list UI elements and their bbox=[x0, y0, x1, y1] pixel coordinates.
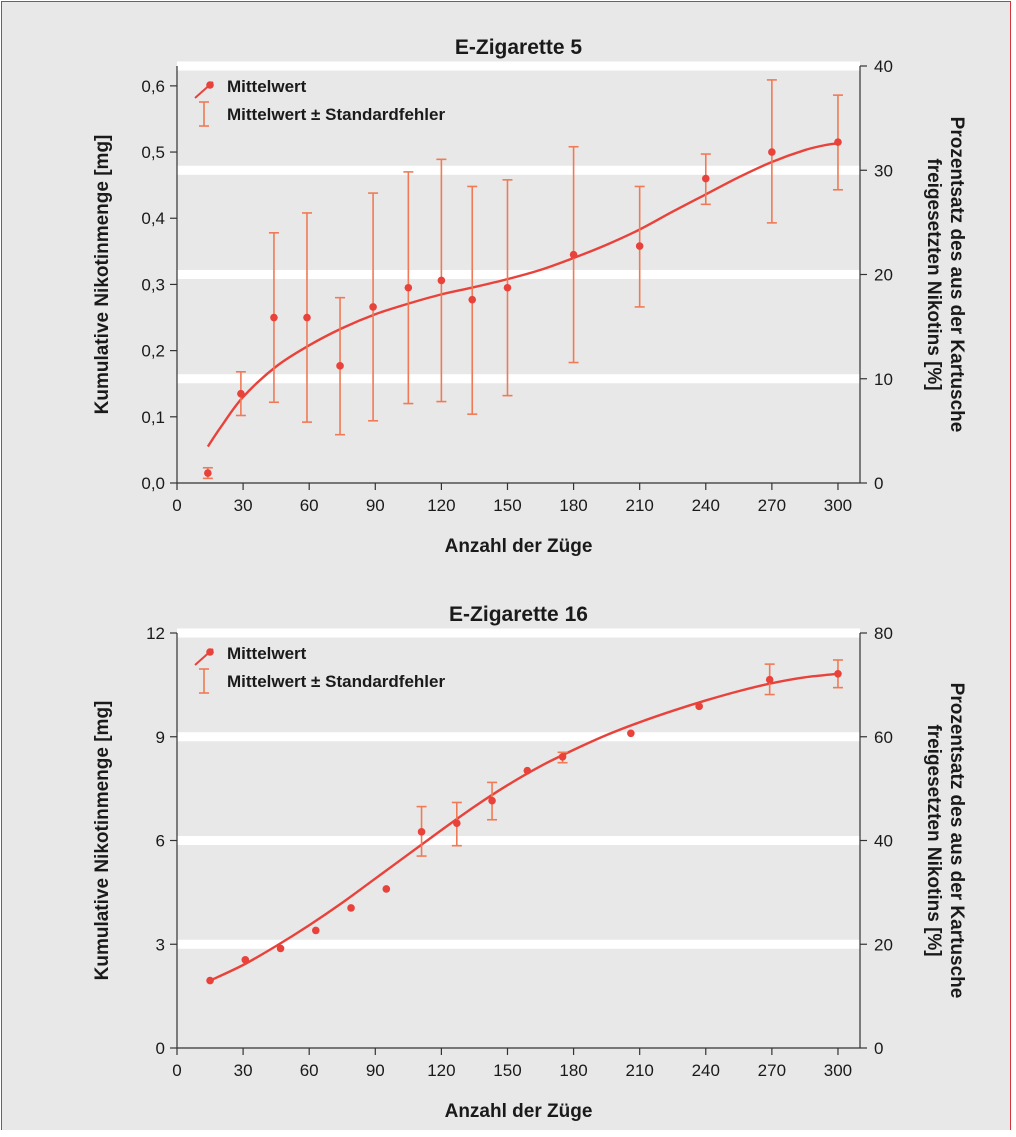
data-point bbox=[523, 766, 532, 775]
x-tick-label: 90 bbox=[366, 1061, 385, 1080]
legend-point-swatch bbox=[206, 648, 214, 656]
data-point bbox=[312, 926, 320, 935]
data-point bbox=[382, 885, 391, 893]
data-point bbox=[834, 670, 842, 678]
y-right-axis-label: Prozentsatz des aus der Kartuschefreiges… bbox=[923, 683, 967, 999]
data-point bbox=[270, 313, 278, 322]
y-right-tick-label: 40 bbox=[874, 832, 893, 851]
x-tick-label: 300 bbox=[824, 496, 852, 515]
page-bottom-margin bbox=[0, 1130, 1016, 1137]
x-tick-label: 150 bbox=[493, 496, 521, 515]
y-tick-label: 3 bbox=[156, 935, 165, 954]
y-right-tick-label: 60 bbox=[874, 728, 893, 747]
y-right-tick-label: 0 bbox=[874, 474, 883, 493]
x-tick-label: 210 bbox=[625, 496, 653, 515]
data-point bbox=[635, 242, 644, 250]
x-tick-label: 240 bbox=[692, 1061, 720, 1080]
chart-title: E-Zigarette 16 bbox=[449, 603, 588, 626]
data-point bbox=[558, 753, 567, 761]
x-tick-label: 30 bbox=[234, 1061, 253, 1080]
x-tick-label: 0 bbox=[172, 1061, 181, 1080]
x-tick-label: 120 bbox=[427, 1061, 455, 1080]
y-axis-label: Kumulative Nikotinmenge [mg] bbox=[92, 135, 113, 415]
data-point bbox=[241, 956, 250, 964]
x-tick-label: 180 bbox=[559, 1061, 587, 1080]
data-point bbox=[765, 675, 774, 684]
y-right-tick-label: 40 bbox=[874, 57, 893, 76]
y-tick-label: 0,6 bbox=[141, 77, 165, 96]
x-tick-label: 300 bbox=[824, 1061, 852, 1080]
data-point bbox=[834, 138, 842, 146]
y-right-tick-label: 30 bbox=[874, 161, 893, 180]
y-right-axis-label: Prozentsatz des aus der Kartuschefreiges… bbox=[923, 117, 967, 433]
y-tick-label: 0,4 bbox=[141, 209, 165, 228]
data-point bbox=[627, 729, 635, 738]
chart-2: 0 30 60 90 120 150 180 210 240 270 300036912020406… bbox=[92, 603, 967, 1122]
y-right-tick-label: 0 bbox=[874, 1039, 883, 1058]
y-tick-label: 6 bbox=[156, 832, 165, 851]
x-tick-label: 30 bbox=[234, 496, 253, 515]
y-right-tick-label: 20 bbox=[874, 935, 893, 954]
data-point bbox=[695, 702, 703, 711]
y-tick-label: 9 bbox=[156, 728, 165, 747]
y-tick-label: 12 bbox=[146, 624, 165, 643]
data-point bbox=[206, 976, 214, 985]
data-point bbox=[347, 904, 355, 912]
y-right-tick-label: 10 bbox=[874, 370, 893, 389]
data-point bbox=[417, 828, 426, 836]
data-point bbox=[336, 362, 344, 370]
x-tick-label: 180 bbox=[559, 496, 587, 515]
y-tick-label: 0,5 bbox=[141, 143, 165, 162]
legend-label-mean: Mittelwert bbox=[227, 644, 307, 663]
x-tick-label: 90 bbox=[366, 496, 385, 515]
y-right-tick-label: 20 bbox=[874, 266, 893, 285]
data-point bbox=[237, 389, 245, 398]
y-axis-label: Kumulative Nikotinmenge [mg] bbox=[92, 701, 113, 981]
data-point bbox=[276, 944, 285, 953]
data-point bbox=[404, 283, 413, 292]
legend-label-mean: Mittelwert bbox=[227, 77, 307, 96]
x-tick-label: 60 bbox=[300, 496, 319, 515]
data-point bbox=[204, 469, 212, 477]
fit-curve bbox=[206, 142, 839, 448]
y-right-tick-label: 80 bbox=[874, 624, 893, 643]
x-tick-label: 0 bbox=[172, 496, 181, 515]
y-tick-label: 0,1 bbox=[141, 408, 165, 427]
x-tick-label: 270 bbox=[758, 1061, 786, 1080]
legend-label-stderr: Mittelwert ± Standardfehler bbox=[227, 105, 445, 124]
x-tick-label: 150 bbox=[493, 1061, 521, 1080]
chart-title: E-Zigarette 5 bbox=[455, 36, 583, 59]
x-tick-label: 270 bbox=[758, 496, 786, 515]
data-point bbox=[369, 303, 377, 311]
data-point bbox=[437, 276, 446, 285]
data-point bbox=[488, 796, 496, 805]
y-tick-label: 0,3 bbox=[141, 275, 165, 294]
legend-label-stderr: Mittelwert ± Standardfehler bbox=[227, 672, 445, 691]
y-tick-label: 0,2 bbox=[141, 342, 165, 361]
data-point bbox=[768, 148, 776, 156]
x-tick-label: 210 bbox=[625, 1061, 653, 1080]
data-point bbox=[453, 819, 461, 828]
y-tick-label: 0,0 bbox=[141, 474, 165, 493]
data-point bbox=[303, 313, 311, 322]
x-axis-label: Anzahl der Züge bbox=[445, 536, 593, 557]
chart-1: 0 30 60 90 120 150 180 210 240 270 3000,00,10,20,3… bbox=[92, 36, 967, 557]
data-point bbox=[503, 283, 512, 292]
x-axis-label: Anzahl der Züge bbox=[445, 1101, 593, 1122]
data-point bbox=[569, 250, 578, 259]
data-point bbox=[701, 174, 710, 183]
data-point bbox=[468, 295, 477, 304]
y-tick-label: 0 bbox=[156, 1039, 165, 1058]
fit-curve bbox=[209, 672, 839, 982]
x-tick-label: 60 bbox=[300, 1061, 319, 1080]
x-tick-label: 240 bbox=[692, 496, 720, 515]
legend-point-swatch bbox=[206, 81, 214, 89]
x-tick-label: 120 bbox=[427, 496, 455, 515]
